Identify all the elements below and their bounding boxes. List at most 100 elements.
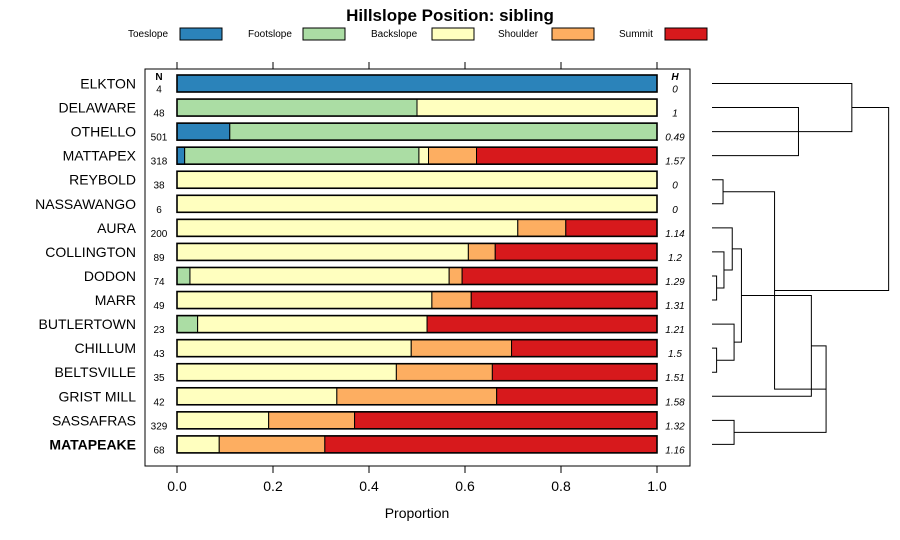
- bar-outline-chillum: [176, 338, 658, 358]
- n-label-sassafras: 329: [151, 421, 168, 432]
- x-axis-label: Proportion: [385, 505, 450, 521]
- bar-othello-toeslope: [176, 122, 231, 141]
- dendrogram-merge-4: [712, 227, 733, 271]
- n-label-marr: 49: [153, 301, 165, 312]
- bar-dodon-footslope: [176, 266, 191, 285]
- bar-chillum-summit: [511, 339, 658, 358]
- dendrogram-merge-8: [712, 295, 812, 397]
- bar-outline-reybold: [176, 170, 658, 190]
- bar-outline-matapeake: [176, 435, 658, 454]
- bar-mattapex-backslope: [418, 146, 430, 165]
- n-label-reybold: 38: [153, 181, 165, 192]
- category-label-matapeake: MATAPEAKE: [49, 436, 136, 452]
- bar-delaware-backslope: [416, 98, 658, 117]
- h-label-delaware: 1: [672, 109, 678, 120]
- bar-marr-summit: [470, 291, 658, 310]
- legend-swatch-toeslope: [179, 27, 223, 41]
- h-label-beltsville: 1.51: [665, 373, 684, 384]
- h-label-nassawango: 0: [672, 205, 678, 216]
- dendrogram-merge-3: [712, 251, 725, 289]
- category-label-reybold: REYBOLD: [69, 172, 136, 188]
- bar-aura-shoulder: [517, 218, 567, 237]
- n-label-chillum: 43: [153, 349, 165, 360]
- bar-grist-mill-summit: [496, 387, 658, 406]
- chart-title: Hillslope Position: sibling: [346, 6, 554, 25]
- bars-group: [176, 74, 658, 454]
- bar-outline-collington: [176, 242, 658, 262]
- category-label-dodon: DODON: [84, 268, 136, 284]
- bar-outline-othello: [176, 122, 658, 141]
- bar-othello-footslope: [229, 122, 658, 141]
- h-header: H: [671, 72, 679, 83]
- category-label-aura: AURA: [97, 220, 137, 236]
- h-label-matapeake: 1.16: [665, 445, 685, 456]
- legend-swatch-shoulder: [551, 27, 595, 41]
- dendrogram-merge-6: [712, 323, 735, 361]
- bar-matapeake-backslope: [176, 435, 220, 454]
- bar-matapeake-shoulder: [218, 435, 326, 454]
- n-label-delaware: 48: [153, 109, 165, 120]
- bar-beltsville-summit: [491, 363, 658, 382]
- bar-chillum-shoulder: [410, 339, 513, 358]
- category-labels: ELKTON DELAWARE OTHELLO MATTAPEX REYBOLD NASS…: [35, 76, 137, 453]
- bar-outline-mattapex: [176, 146, 658, 165]
- n-labels: 4 48 501 318 38 6 200 89 74 49 23 43 35 42 329 68: [151, 85, 168, 457]
- x-axis: 0.0 0.2 0.4 0.6 0.8 1.0: [167, 62, 667, 494]
- h-label-elkton: 0: [672, 85, 678, 96]
- bar-beltsville-backslope: [176, 363, 397, 382]
- category-label-chillum: CHILLUM: [75, 340, 136, 356]
- bar-grist-mill-shoulder: [336, 387, 498, 406]
- legend-swatch-backslope: [431, 27, 475, 41]
- bar-delaware-footslope: [176, 98, 418, 117]
- category-label-grist-mill: GRIST MILL: [58, 388, 136, 404]
- h-label-grist-mill: 1.58: [665, 397, 685, 408]
- legend-label-shoulder: Shoulder: [498, 29, 539, 40]
- n-label-dodon: 74: [153, 277, 165, 288]
- bar-outline-sassafras: [176, 411, 658, 430]
- x-tick-label-2: 0.4: [359, 478, 379, 494]
- n-label-elkton: 4: [156, 85, 162, 96]
- bar-outline-butlertown: [176, 314, 658, 334]
- h-labels: 0 1 0.49 1.57 0 0 1.14 1.2 1.29 1.31 1.21 1.5 1.51 1.…: [665, 85, 685, 457]
- bar-outline-grist-mill: [176, 386, 658, 406]
- x-tick-label-4: 0.8: [551, 478, 571, 494]
- bar-dodon-shoulder: [448, 266, 463, 285]
- bar-sassafras-backslope: [176, 411, 270, 430]
- category-label-nassawango: NASSAWANGO: [35, 196, 136, 212]
- h-label-sassafras: 1.32: [665, 421, 685, 432]
- n-label-grist-mill: 42: [153, 397, 165, 408]
- bar-nassawango-backslope: [176, 194, 658, 213]
- h-label-mattapex: 1.57: [665, 157, 685, 168]
- dendrogram-merge-9: [712, 419, 735, 445]
- dendrogram-merge-2: [712, 275, 718, 301]
- n-label-othello: 501: [151, 133, 168, 144]
- category-label-elkton: ELKTON: [80, 76, 136, 92]
- legend-label-toeslope: Toeslope: [128, 29, 168, 40]
- h-label-butlertown: 1.21: [665, 325, 684, 336]
- bar-chillum-backslope: [176, 339, 412, 358]
- h-label-othello: 0.49: [665, 133, 685, 144]
- h-label-marr: 1.31: [665, 301, 684, 312]
- legend-swatch-footslope: [302, 27, 346, 41]
- dendrogram-merge-1: [712, 179, 724, 205]
- x-tick-label-5: 1.0: [647, 478, 667, 494]
- bar-elkton-toeslope: [176, 74, 658, 93]
- n-header: N: [155, 72, 162, 83]
- plot-panel: [144, 68, 691, 467]
- x-tick-label-0: 0.0: [167, 478, 187, 494]
- legend: Toeslope Footslope Backslope Shoulder Summit: [128, 27, 708, 41]
- bar-mattapex-footslope: [184, 146, 420, 165]
- bar-outline-aura: [176, 218, 658, 238]
- bar-beltsville-shoulder: [395, 363, 493, 382]
- h-label-reybold: 0: [672, 181, 678, 192]
- bar-collington-backslope: [176, 242, 469, 261]
- h-label-dodon: 1.29: [665, 277, 685, 288]
- x-tick-label-1: 0.2: [263, 478, 283, 494]
- bar-sassafras-summit: [354, 411, 658, 430]
- category-label-sassafras: SASSAFRAS: [52, 412, 136, 428]
- bar-collington-summit: [494, 242, 658, 261]
- bar-outline-nassawango: [176, 194, 658, 214]
- category-label-butlertown: BUTLERTOWN: [39, 316, 137, 332]
- n-label-beltsville: 35: [153, 373, 165, 384]
